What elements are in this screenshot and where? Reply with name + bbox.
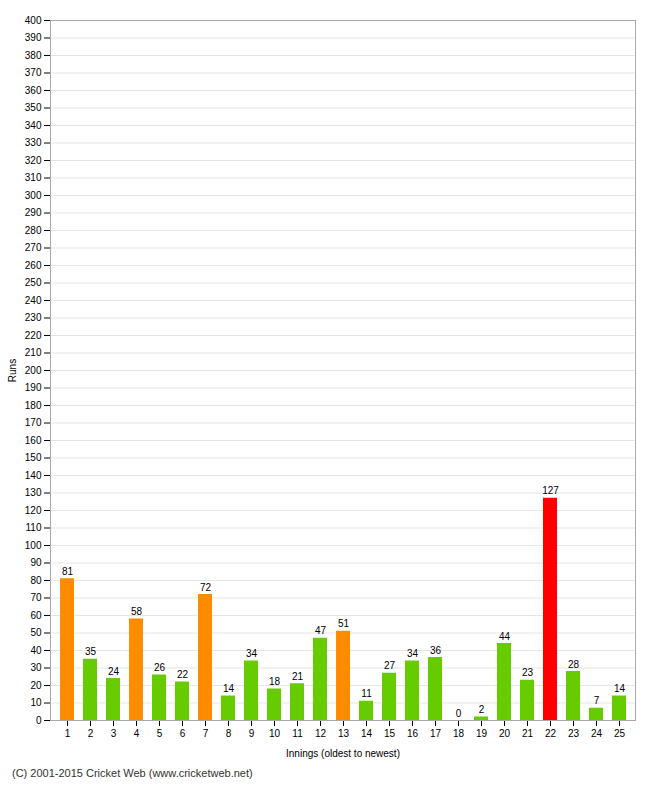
svg-text:220: 220 bbox=[25, 330, 42, 341]
svg-text:290: 290 bbox=[25, 207, 42, 218]
svg-text:18: 18 bbox=[269, 676, 281, 687]
svg-text:14: 14 bbox=[223, 683, 235, 694]
svg-text:230: 230 bbox=[25, 312, 42, 323]
svg-text:10: 10 bbox=[30, 697, 42, 708]
html-text:(C) 2001-2015 Cricket Web (www: (C) 2001-2015 Cricket Web (www.cricketwe… bbox=[12, 767, 253, 779]
svg-text:127: 127 bbox=[542, 485, 559, 496]
svg-text:28: 28 bbox=[568, 659, 580, 670]
svg-text:51: 51 bbox=[338, 618, 350, 629]
svg-text:44: 44 bbox=[499, 631, 511, 642]
svg-text:22: 22 bbox=[177, 669, 189, 680]
svg-text:180: 180 bbox=[25, 400, 42, 411]
svg-text:350: 350 bbox=[25, 102, 42, 113]
svg-text:47: 47 bbox=[315, 625, 327, 636]
svg-text:34: 34 bbox=[407, 648, 419, 659]
svg-text:Innings (oldest to newest): Innings (oldest to newest) bbox=[286, 748, 400, 759]
svg-text:16: 16 bbox=[407, 728, 419, 739]
svg-text:50: 50 bbox=[30, 627, 42, 638]
svg-text:2: 2 bbox=[88, 728, 94, 739]
svg-text:160: 160 bbox=[25, 435, 42, 446]
svg-text:270: 270 bbox=[25, 242, 42, 253]
svg-text:4: 4 bbox=[134, 728, 140, 739]
svg-text:6: 6 bbox=[180, 728, 186, 739]
svg-text:11: 11 bbox=[361, 688, 372, 699]
svg-text:23: 23 bbox=[568, 728, 580, 739]
svg-text:58: 58 bbox=[131, 606, 143, 617]
svg-text:100: 100 bbox=[25, 540, 42, 551]
svg-text:240: 240 bbox=[25, 295, 42, 306]
svg-text:12: 12 bbox=[315, 728, 327, 739]
svg-text:300: 300 bbox=[25, 190, 42, 201]
svg-text:280: 280 bbox=[25, 225, 42, 236]
svg-text:15: 15 bbox=[384, 728, 396, 739]
svg-text:370: 370 bbox=[25, 67, 42, 78]
svg-text:0: 0 bbox=[456, 708, 462, 719]
svg-text:380: 380 bbox=[25, 50, 42, 61]
svg-text:24: 24 bbox=[591, 728, 603, 739]
svg-text:35: 35 bbox=[85, 646, 97, 657]
svg-text:400: 400 bbox=[25, 15, 42, 26]
svg-text:81: 81 bbox=[62, 566, 74, 577]
svg-text:20: 20 bbox=[499, 728, 511, 739]
svg-text:18: 18 bbox=[453, 728, 465, 739]
svg-text:330: 330 bbox=[25, 137, 42, 148]
svg-text:140: 140 bbox=[25, 470, 42, 481]
svg-text:25: 25 bbox=[614, 728, 626, 739]
svg-text:8: 8 bbox=[226, 728, 232, 739]
svg-text:200: 200 bbox=[25, 365, 42, 376]
svg-text:5: 5 bbox=[157, 728, 163, 739]
svg-text:250: 250 bbox=[25, 277, 42, 288]
svg-text:9: 9 bbox=[249, 728, 255, 739]
svg-text:3: 3 bbox=[111, 728, 117, 739]
svg-text:26: 26 bbox=[154, 662, 166, 673]
svg-text:40: 40 bbox=[30, 645, 42, 656]
svg-text:390: 390 bbox=[25, 32, 42, 43]
svg-text:260: 260 bbox=[25, 260, 42, 271]
svg-text:17: 17 bbox=[430, 728, 442, 739]
svg-text:36: 36 bbox=[430, 645, 442, 656]
svg-text:21: 21 bbox=[522, 728, 534, 739]
svg-text:Runs: Runs bbox=[7, 359, 18, 382]
svg-text:110: 110 bbox=[26, 522, 42, 533]
svg-text:340: 340 bbox=[25, 120, 42, 131]
svg-text:30: 30 bbox=[30, 662, 42, 673]
svg-text:14: 14 bbox=[614, 683, 626, 694]
svg-text:150: 150 bbox=[25, 452, 42, 463]
svg-text:1: 1 bbox=[65, 728, 71, 739]
svg-text:210: 210 bbox=[25, 347, 42, 358]
svg-text:310: 310 bbox=[25, 172, 42, 183]
svg-text:14: 14 bbox=[361, 728, 373, 739]
svg-text:23: 23 bbox=[522, 667, 534, 678]
svg-text:320: 320 bbox=[25, 155, 42, 166]
svg-text:24: 24 bbox=[108, 666, 120, 677]
svg-text:10: 10 bbox=[269, 728, 281, 739]
svg-text:72: 72 bbox=[200, 582, 212, 593]
svg-text:7: 7 bbox=[594, 695, 600, 706]
svg-text:70: 70 bbox=[30, 592, 42, 603]
svg-text:2: 2 bbox=[479, 704, 485, 715]
svg-text:360: 360 bbox=[25, 85, 42, 96]
svg-text:20: 20 bbox=[30, 680, 42, 691]
svg-text:21: 21 bbox=[292, 671, 304, 682]
svg-text:90: 90 bbox=[30, 557, 42, 568]
svg-text:27: 27 bbox=[384, 660, 396, 671]
svg-text:190: 190 bbox=[25, 382, 42, 393]
svg-text:130: 130 bbox=[25, 487, 42, 498]
svg-text:11: 11 bbox=[292, 728, 303, 739]
svg-text:34: 34 bbox=[246, 648, 258, 659]
svg-text:0: 0 bbox=[36, 715, 42, 726]
svg-text:80: 80 bbox=[30, 575, 42, 586]
svg-text:22: 22 bbox=[545, 728, 557, 739]
svg-text:19: 19 bbox=[476, 728, 488, 739]
svg-text:170: 170 bbox=[25, 417, 42, 428]
svg-text:7: 7 bbox=[203, 728, 209, 739]
svg-text:13: 13 bbox=[338, 728, 350, 739]
svg-text:60: 60 bbox=[30, 610, 42, 621]
svg-text:120: 120 bbox=[25, 505, 42, 516]
